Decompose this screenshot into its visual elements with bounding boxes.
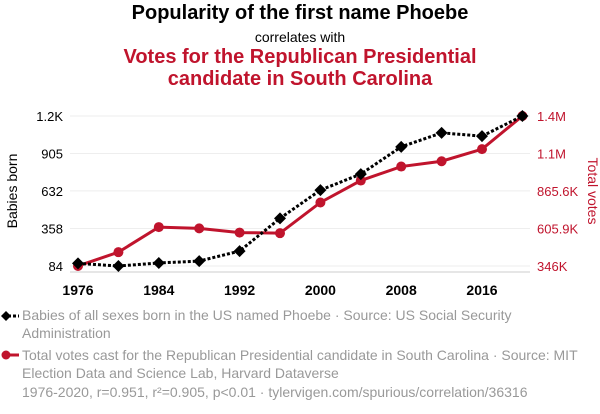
- chart-subtitle: correlates with: [254, 29, 346, 45]
- votes-point: [113, 247, 124, 258]
- votes-point: [315, 197, 326, 208]
- x-tick-label: 1992: [224, 282, 255, 298]
- legend-text-1: Babies of all sexes born in the US named…: [22, 307, 512, 341]
- y-left-tick-label: 358: [41, 221, 63, 236]
- votes-point: [234, 227, 245, 238]
- x-tick-label: 1984: [143, 282, 174, 298]
- y-left-axis-label: Babies born: [4, 154, 20, 229]
- babies-point: [516, 110, 529, 122]
- votes-point: [477, 144, 487, 155]
- babies-point: [354, 168, 367, 181]
- babies-point: [476, 130, 488, 143]
- x-tick-label: 2000: [305, 282, 336, 298]
- title2-line1: Votes for the Republican Presidential: [123, 46, 477, 68]
- chart-title: Popularity of the first name Phoebe: [131, 2, 469, 24]
- y-right-tick-label: 605.9K: [537, 221, 579, 236]
- babies-point: [314, 184, 327, 197]
- y-right-axis-label: Total votes: [585, 158, 600, 225]
- y-left-tick-label: 632: [41, 184, 63, 199]
- votes-point: [275, 228, 285, 239]
- babies-point: [112, 260, 125, 272]
- y-left-tick-label: 84: [49, 259, 63, 274]
- y-right-tick-label: 1.1M: [537, 146, 566, 161]
- x-tick-label: 2008: [386, 282, 417, 298]
- babies-point: [152, 256, 165, 269]
- footer-stats: 1976-2020, r=0.951, r²=0.905, p<0.01 · t…: [22, 384, 528, 400]
- babies-line: [77, 114, 524, 268]
- babies-point: [274, 212, 286, 225]
- babies-point: [193, 255, 206, 268]
- legend-marker-circle-icon: [1, 350, 11, 360]
- y-right-tick-label: 346K: [537, 259, 568, 274]
- y-right-tick-label: 865.6K: [537, 184, 579, 199]
- legend-marker-diamond-icon: [1, 311, 11, 321]
- y-left-tick-label: 1.2K: [36, 109, 63, 124]
- legend-text-2: Total votes cast for the Republican Pres…: [22, 347, 578, 381]
- legend-item-1: Babies of all sexes born in the US named…: [22, 306, 582, 342]
- votes-point: [355, 175, 366, 186]
- votes-point: [396, 161, 407, 172]
- chart-title-2: Votes for the Republican Presidential ca…: [0, 46, 600, 90]
- title2-line2: candidate in South Carolina: [167, 68, 433, 90]
- y-left-tick-label: 905: [41, 147, 63, 162]
- babies-point: [72, 257, 84, 270]
- votes-point: [436, 156, 447, 167]
- babies-point: [233, 245, 246, 258]
- votes-point: [153, 222, 164, 233]
- x-tick-label: 1976: [62, 282, 93, 298]
- babies-point: [395, 140, 408, 153]
- x-tick-label: 2016: [466, 282, 497, 298]
- legend-item-2: Total votes cast for the Republican Pres…: [22, 346, 582, 382]
- babies-point: [435, 126, 448, 139]
- y-right-tick-label: 1.4M: [537, 109, 566, 124]
- votes-line: [77, 114, 524, 268]
- votes-point: [194, 223, 205, 234]
